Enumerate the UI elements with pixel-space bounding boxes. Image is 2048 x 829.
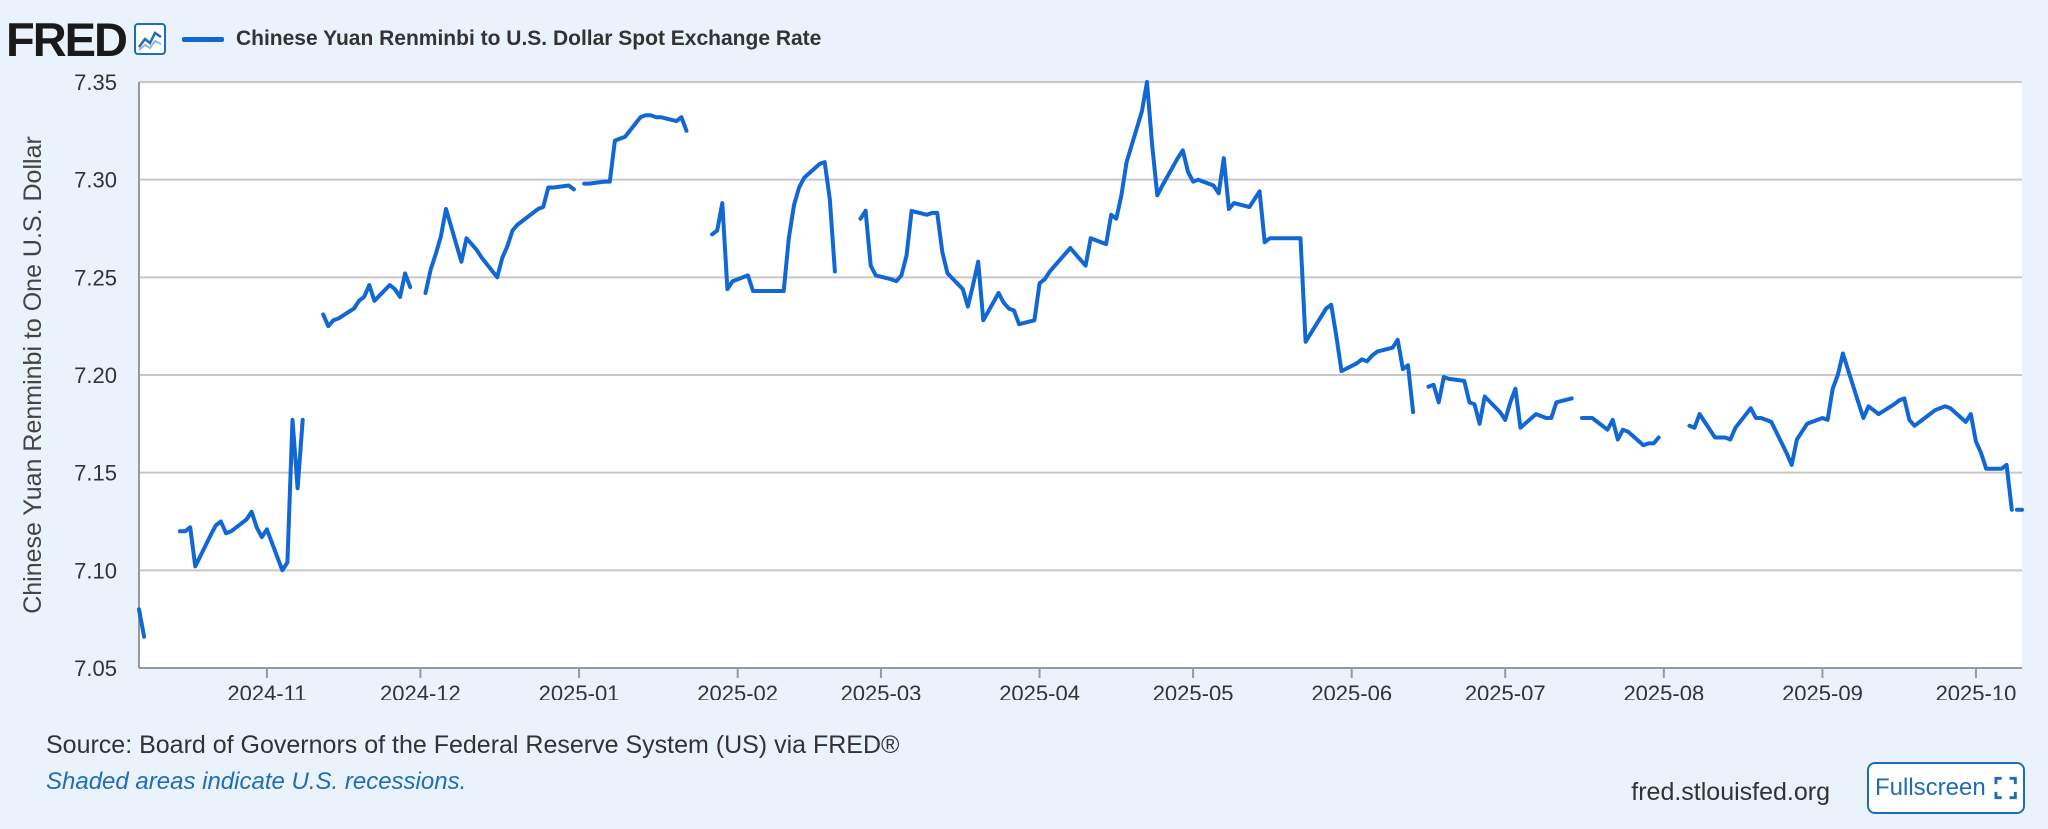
legend-label: Chinese Yuan Renminbi to U.S. Dollar Spo… (235, 27, 822, 50)
series-line-segment-9 (1580, 416, 1661, 448)
y-tick-label: 7.25 (74, 265, 117, 290)
x-tick-label: 2025-02 (697, 681, 778, 700)
y-tick-label: 7.30 (74, 168, 117, 193)
series-line-segment-4 (582, 113, 689, 186)
series-line-segment-7 (863, 80, 1416, 415)
chart-header: FRED Chinese Yuan Renminbi to U.S. Dolla… (6, 14, 821, 64)
y-tick-label: 7.35 (74, 70, 117, 95)
fullscreen-button[interactable]: Fullscreen (1867, 762, 2025, 814)
legend-swatch (181, 36, 224, 42)
line-chart-icon[interactable] (133, 23, 166, 55)
x-tick-label: 2025-03 (841, 681, 922, 700)
legend: Chinese Yuan Renminbi to U.S. Dollar Spo… (181, 27, 822, 51)
y-tick-label: 7.15 (74, 461, 117, 486)
x-tick-label: 2025-08 (1623, 681, 1704, 700)
series-line-segment-10 (1687, 351, 2014, 512)
series-line-segment-0 (137, 607, 147, 639)
y-tick-label: 7.20 (74, 363, 117, 388)
x-tick-label: 2025-07 (1465, 681, 1546, 700)
x-tick-label: 2024-12 (380, 681, 461, 700)
series-line-segment-8 (1426, 375, 1574, 430)
x-tick-label: 2024-11 (227, 681, 306, 700)
x-tick-label: 2025-10 (1936, 681, 2017, 700)
x-tick-label: 2025-05 (1153, 681, 1234, 700)
x-tick-label: 2025-06 (1311, 681, 1392, 700)
series-line-segment-3 (423, 183, 576, 295)
x-tick-label: 2025-01 (539, 681, 620, 700)
fullscreen-icon (1994, 776, 2017, 800)
source-text: Source: Board of Governors of the Federa… (46, 731, 900, 759)
y-tick-label: 7.05 (74, 656, 117, 681)
series-line-segment-1 (177, 417, 305, 573)
series-line-segment-5 (710, 160, 837, 293)
fred-logo[interactable]: FRED (6, 12, 128, 66)
series-line-segment-2 (321, 271, 413, 329)
y-axis-label: Chinese Yuan Renminbi to One U.S. Dollar (19, 136, 47, 614)
x-tick-label: 2025-09 (1782, 681, 1863, 700)
recession-note: Shaded areas indicate U.S. recessions. (46, 768, 467, 795)
x-tick-label: 2025-04 (999, 681, 1080, 700)
line-chart: 7.05 7.10 7.15 7.20 7.25 7.30 7.35 2024-11 2024-… (19, 70, 2024, 700)
site-url[interactable]: fred.stlouisfed.org (1631, 778, 1830, 806)
fullscreen-label: Fullscreen (1875, 774, 1986, 801)
y-tick-label: 7.10 (74, 558, 117, 583)
